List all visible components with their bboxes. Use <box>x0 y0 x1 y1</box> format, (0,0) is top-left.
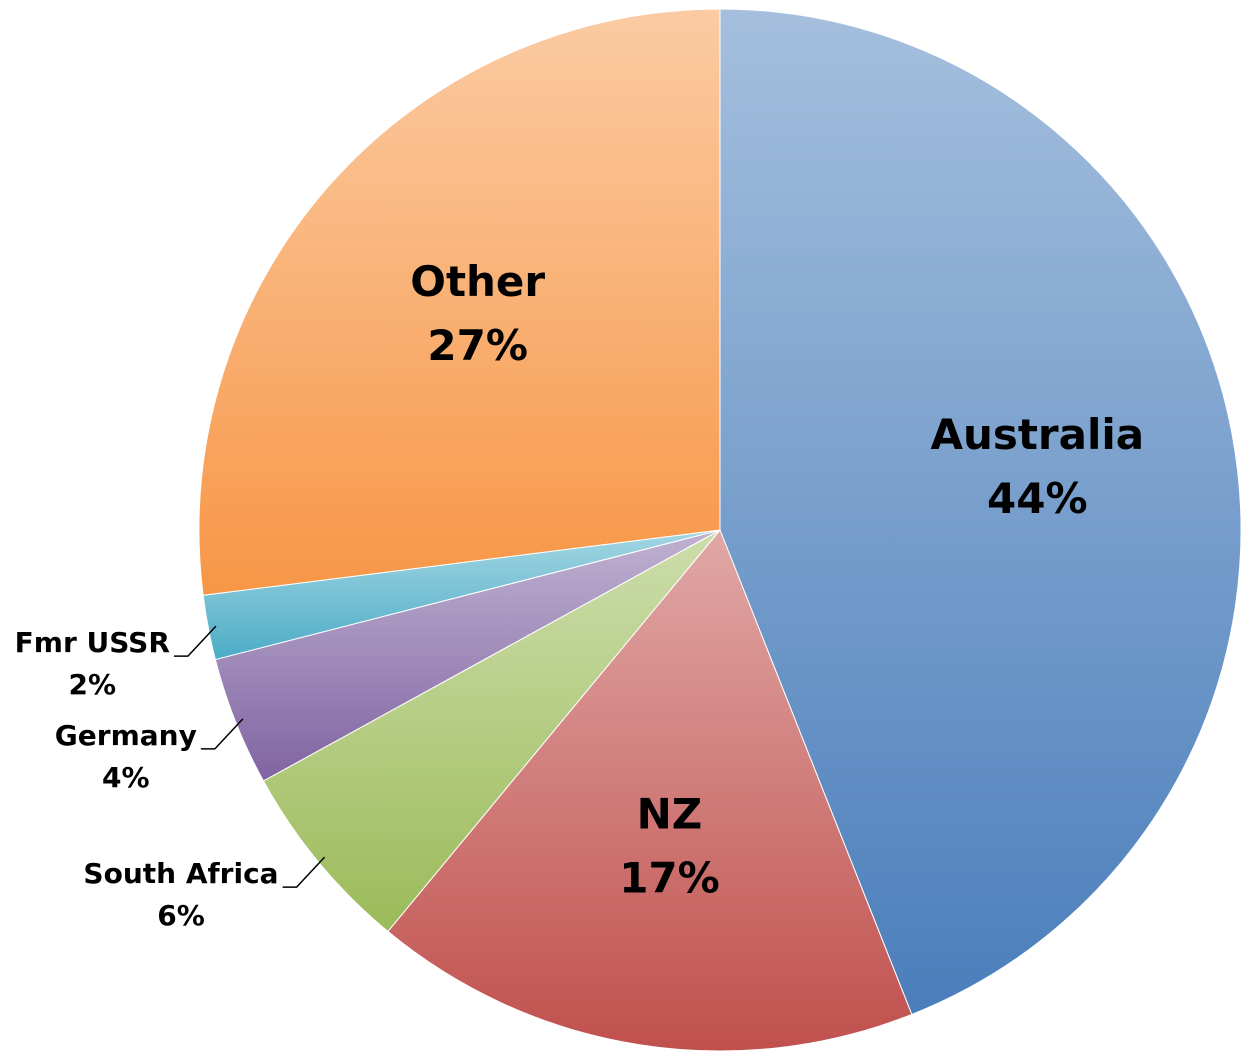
slice-label: South Africa <box>83 857 278 890</box>
slice-label: Other <box>410 257 545 306</box>
slice-value-label: 2% <box>69 668 117 701</box>
leader-line <box>282 856 326 888</box>
pie-slice <box>387 529 913 1052</box>
slice-label: Australia <box>930 410 1144 459</box>
pie-slice <box>198 8 721 596</box>
slice-value-label: 4% <box>102 761 150 794</box>
leader-line <box>173 625 217 657</box>
pie-slice <box>719 8 1242 1016</box>
slice-value-label: 6% <box>157 899 205 932</box>
slice-label: NZ <box>637 790 703 839</box>
slice-value-label: 17% <box>619 854 720 903</box>
slice-label: Germany <box>55 719 197 752</box>
slice-label: Fmr USSR <box>15 626 170 659</box>
pie-slice <box>262 529 721 933</box>
leader-line <box>200 718 244 750</box>
slice-value-label: 44% <box>987 474 1088 523</box>
slice-value-label: 27% <box>427 321 528 370</box>
